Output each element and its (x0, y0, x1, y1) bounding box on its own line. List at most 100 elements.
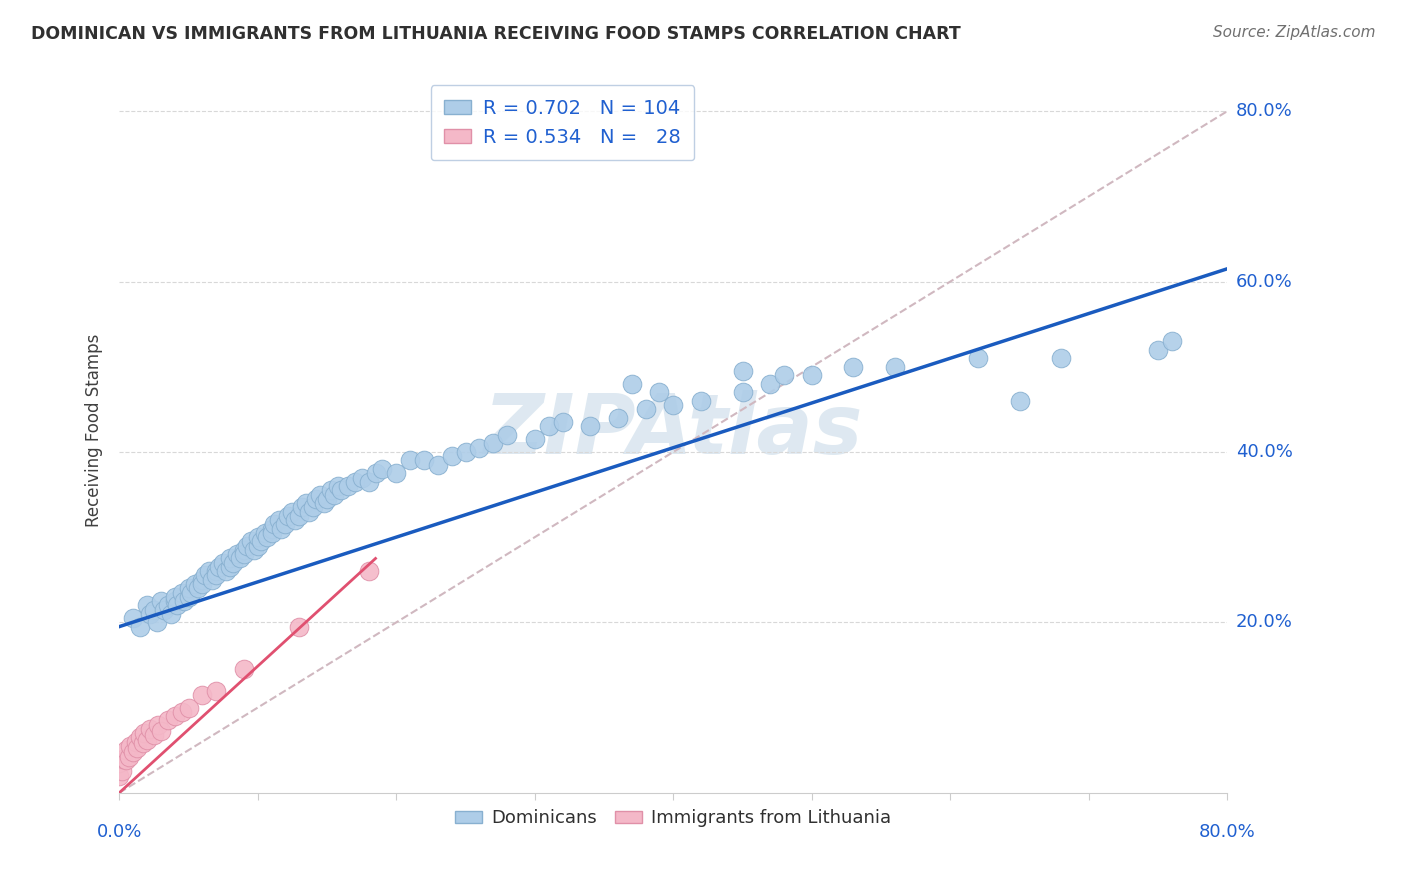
Legend: Dominicans, Immigrants from Lithuania: Dominicans, Immigrants from Lithuania (449, 802, 898, 834)
Point (256, 530, 278, 544)
Point (149, 724, 172, 739)
Point (357, 475, 380, 489)
Point (111, 764, 134, 779)
Point (177, 581, 200, 595)
Point (329, 483, 352, 498)
Point (274, 517, 297, 532)
Point (263, 517, 285, 532)
Text: ZIPAtlas: ZIPAtlas (484, 390, 863, 471)
Point (222, 556, 245, 570)
Point (731, 364, 754, 378)
Point (201, 573, 224, 587)
Point (127, 741, 149, 756)
Point (152, 602, 174, 616)
Point (357, 564, 380, 578)
Text: DOMINICAN VS IMMIGRANTS FROM LITHUANIA RECEIVING FOOD STAMPS CORRELATION CHART: DOMINICAN VS IMMIGRANTS FROM LITHUANIA R… (31, 25, 960, 43)
Point (413, 453, 436, 467)
Point (249, 534, 271, 549)
Point (232, 547, 254, 561)
Point (112, 752, 135, 766)
Point (690, 393, 713, 408)
Point (1161, 334, 1184, 348)
Point (125, 734, 148, 748)
Point (298, 505, 321, 519)
Point (634, 402, 657, 417)
Point (205, 564, 228, 578)
Point (122, 611, 145, 625)
Text: 40.0%: 40.0% (1236, 443, 1292, 461)
Point (136, 599, 159, 613)
Point (343, 475, 366, 489)
Point (759, 376, 782, 391)
Point (496, 428, 519, 442)
Text: 80.0%: 80.0% (1199, 823, 1256, 841)
Point (288, 508, 311, 523)
Point (620, 376, 643, 391)
Text: Source: ZipAtlas.com: Source: ZipAtlas.com (1212, 25, 1375, 40)
Point (302, 500, 325, 515)
Point (284, 513, 307, 527)
Point (440, 449, 463, 463)
Point (260, 525, 283, 540)
Point (170, 585, 193, 599)
Point (208, 560, 231, 574)
Y-axis label: Receiving Food Stamps: Receiving Food Stamps (86, 334, 103, 527)
Point (295, 496, 318, 510)
Point (606, 410, 628, 425)
Point (800, 368, 823, 383)
Point (184, 577, 207, 591)
Point (246, 530, 269, 544)
Point (118, 750, 141, 764)
Text: 80.0%: 80.0% (1236, 102, 1292, 120)
Point (180, 585, 202, 599)
Point (239, 534, 262, 549)
Point (142, 728, 165, 742)
Text: 60.0%: 60.0% (1236, 273, 1292, 291)
Point (242, 543, 264, 558)
Point (215, 564, 238, 578)
Point (1008, 393, 1031, 408)
Point (232, 543, 254, 558)
Point (129, 619, 152, 633)
Point (170, 705, 193, 719)
Point (191, 577, 214, 591)
Point (260, 522, 283, 536)
Point (108, 769, 131, 783)
Point (426, 458, 449, 472)
Point (149, 594, 172, 608)
Point (309, 487, 332, 501)
Point (120, 739, 142, 753)
Point (115, 743, 138, 757)
Point (194, 568, 217, 582)
Point (385, 467, 408, 481)
Point (156, 714, 179, 728)
Point (108, 756, 131, 770)
Point (205, 683, 228, 698)
Point (579, 419, 602, 434)
Point (177, 590, 200, 604)
Point (336, 479, 359, 493)
Point (323, 487, 346, 501)
Point (662, 398, 685, 412)
Point (205, 568, 228, 582)
Point (163, 590, 186, 604)
Point (305, 491, 328, 506)
Point (523, 432, 546, 446)
Point (235, 539, 257, 553)
Point (316, 491, 339, 506)
Point (884, 359, 907, 374)
Point (399, 453, 422, 467)
Point (967, 351, 990, 366)
Point (187, 581, 209, 595)
Point (232, 662, 254, 676)
Point (146, 717, 169, 731)
Point (648, 385, 671, 400)
Point (537, 419, 560, 434)
Point (159, 607, 181, 621)
Point (226, 547, 249, 561)
Text: 20.0%: 20.0% (1236, 614, 1292, 632)
Point (115, 753, 138, 767)
Point (551, 415, 574, 429)
Point (229, 551, 252, 566)
Point (1050, 351, 1073, 366)
